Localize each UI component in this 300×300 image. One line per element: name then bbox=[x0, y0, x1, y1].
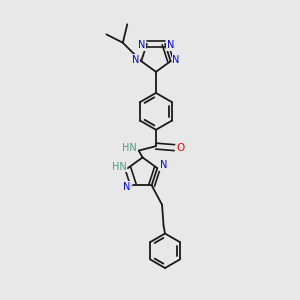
Text: HN: HN bbox=[122, 142, 137, 153]
Text: O: O bbox=[177, 142, 185, 153]
Text: N: N bbox=[160, 160, 167, 170]
Text: N: N bbox=[172, 55, 180, 65]
Text: N: N bbox=[132, 55, 140, 65]
Text: N: N bbox=[167, 40, 174, 50]
Text: N: N bbox=[123, 182, 130, 192]
Text: N: N bbox=[138, 40, 145, 50]
Text: HN: HN bbox=[112, 162, 126, 172]
